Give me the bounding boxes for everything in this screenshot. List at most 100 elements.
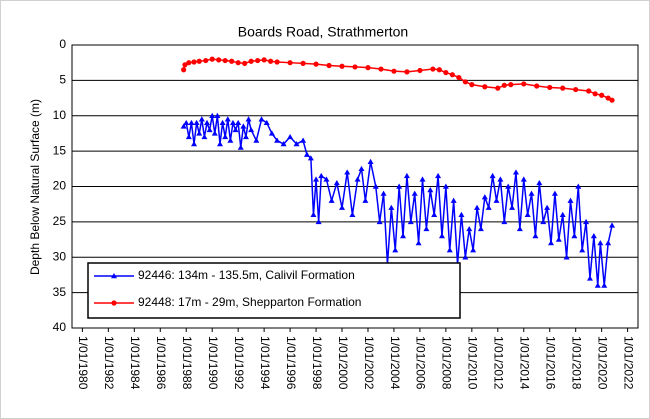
data-point [436, 67, 442, 73]
data-point [261, 57, 267, 63]
data-point [524, 211, 531, 217]
x-tick-label: 1/01/1998 [310, 336, 324, 390]
data-point [505, 183, 512, 189]
data-point [274, 137, 281, 143]
data-point [482, 84, 488, 90]
data-point [307, 155, 314, 161]
legend-box [87, 262, 461, 319]
x-tick-label: 1/01/2004 [388, 336, 402, 390]
data-point [326, 62, 332, 69]
data-point [547, 84, 553, 91]
data-point [287, 60, 293, 66]
data-point [198, 116, 205, 122]
data-point [180, 123, 187, 129]
data-point [229, 58, 235, 64]
data-point [485, 204, 492, 210]
data-point [501, 82, 507, 88]
data-point [268, 130, 275, 136]
data-point [586, 275, 593, 281]
data-point [235, 60, 241, 66]
data-point [417, 67, 423, 74]
data-point [481, 194, 488, 200]
x-tick-label: 1/01/1982 [102, 336, 116, 390]
x-tick-label: 1/01/2002 [362, 336, 376, 390]
data-point [528, 190, 535, 196]
data-point [378, 66, 384, 72]
data-point [508, 82, 514, 88]
data-point [188, 119, 195, 126]
data-point [242, 133, 249, 140]
x-tick-label: 1/01/2016 [544, 336, 558, 390]
data-point [182, 62, 188, 68]
data-point [388, 204, 395, 210]
data-point [563, 254, 570, 260]
data-point [605, 95, 611, 101]
data-point [293, 141, 300, 147]
data-point [450, 197, 457, 203]
data-point [403, 172, 410, 179]
data-point [438, 233, 445, 239]
data-point [240, 123, 247, 129]
data-point [191, 141, 198, 147]
y-tick-label: 0 [59, 37, 66, 51]
data-point [219, 119, 226, 126]
data-point [427, 187, 434, 193]
data-point [551, 190, 558, 196]
data-point [196, 130, 203, 136]
data-point [229, 119, 236, 126]
data-point [211, 130, 218, 136]
data-point [209, 56, 215, 62]
x-tick-label: 1/01/2018 [570, 336, 584, 390]
data-point [216, 57, 222, 63]
y-tick-label: 30 [53, 249, 67, 263]
data-point [477, 225, 484, 232]
data-point [419, 176, 426, 182]
data-point [315, 218, 322, 225]
data-point [516, 225, 523, 232]
y-axis-label: Depth Below Natural Surface (m) [28, 99, 42, 275]
data-point [196, 58, 202, 64]
data-point [462, 254, 469, 260]
data-point [579, 247, 586, 253]
x-tick-label: 1/01/2022 [621, 336, 635, 390]
data-point [532, 233, 539, 239]
data-point [313, 176, 320, 182]
y-tick-label: 15 [53, 143, 67, 157]
data-point [333, 179, 340, 186]
data-point [365, 65, 371, 71]
data-point [512, 169, 519, 175]
data-point [431, 211, 438, 217]
y-tick-label: 20 [53, 179, 67, 193]
data-point [232, 126, 239, 133]
data-point [253, 137, 260, 143]
data-point [313, 61, 319, 67]
data-point [235, 119, 242, 126]
data-point [597, 240, 604, 246]
data-point [544, 204, 551, 210]
data-point [318, 172, 325, 179]
legend-label: 92446: 134m - 135.5m, Calivil Formation [138, 268, 355, 282]
data-point [609, 222, 616, 228]
y-tick-label: 10 [53, 108, 67, 122]
data-point [349, 211, 356, 217]
data-point [446, 247, 453, 253]
x-tick-label: 1/01/2020 [595, 336, 609, 390]
legend-label: 92448: 17m - 29m, Shepparton Formation [138, 295, 361, 309]
data-point [407, 218, 414, 225]
data-point [248, 58, 254, 64]
legend-marker [111, 273, 117, 279]
data-point [391, 68, 397, 74]
data-point [344, 169, 351, 175]
data-point [396, 183, 403, 189]
data-point [548, 240, 555, 246]
data-point [310, 211, 317, 217]
data-point [258, 116, 265, 122]
data-point [185, 133, 192, 140]
data-point [497, 176, 504, 182]
data-point [590, 233, 597, 239]
data-point [601, 282, 608, 288]
data-point [489, 172, 496, 179]
data-point [201, 133, 208, 140]
data-point [255, 57, 261, 64]
